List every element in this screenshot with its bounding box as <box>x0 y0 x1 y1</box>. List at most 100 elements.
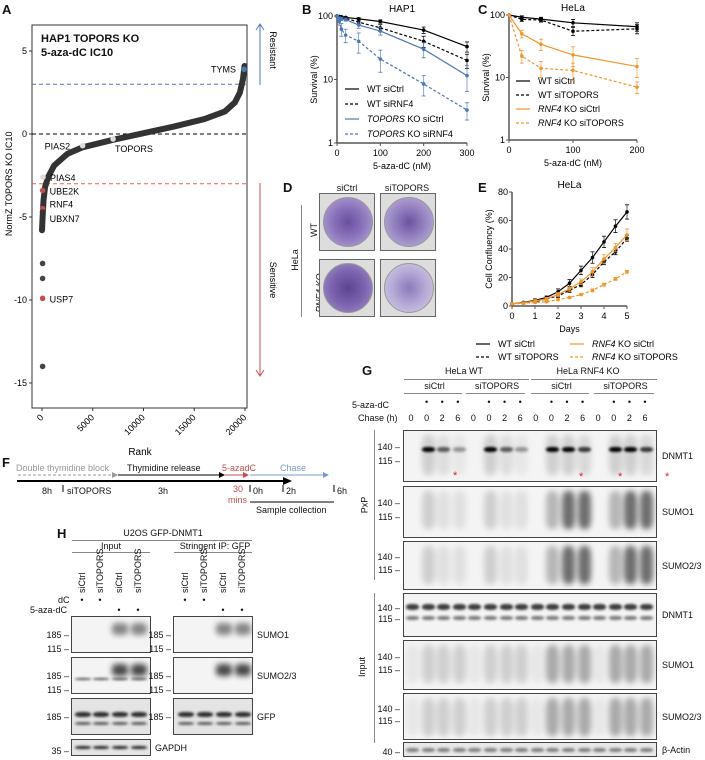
smear <box>452 435 466 475</box>
chart-c-legend-entry: RNF4 KO siCtrl <box>538 104 600 114</box>
gene-point-ubxn7 <box>39 209 46 215</box>
band <box>515 447 529 452</box>
panel-label-c: C <box>478 2 488 17</box>
g-row-chase: Chase (h) <box>358 413 398 423</box>
panel-label-g: G <box>362 363 373 378</box>
smear <box>608 546 622 584</box>
g-mw-marker: 115 – <box>378 456 400 467</box>
resistant-arrowhead <box>255 23 265 31</box>
h-blot-gfp-input <box>71 698 151 735</box>
h-section-ip: Stringent IP: GFP <box>179 541 251 551</box>
g-blot-label: β-Actin <box>662 744 691 755</box>
h-input-underline <box>72 552 150 553</box>
chart-c-data-point <box>520 17 524 22</box>
chart-c-y-axis-label: Survival (%) <box>481 53 491 102</box>
gene-point-pias2 <box>79 142 86 149</box>
h-aza-dot: • <box>117 605 121 615</box>
chart-a-title: HAP1 TOPORS KO 5-aza-dC IC10 <box>41 32 139 60</box>
chart-e-data-point <box>533 300 537 305</box>
g-row-aza: 5-aza-dC <box>352 400 390 410</box>
smear <box>216 664 232 676</box>
chart-c-x-tick-label: 0 <box>506 145 511 155</box>
smear <box>421 435 435 475</box>
step-5-azadc: 5-azadC <box>222 463 257 473</box>
band <box>624 616 638 620</box>
plate-rnf4ko-sictrl <box>319 259 375 317</box>
smear <box>499 645 513 683</box>
chart-c-data-point <box>635 85 639 89</box>
g-mw-marker: 115 – <box>378 512 400 523</box>
panel-label-f: F <box>2 455 10 470</box>
g-chase-value: 2 <box>564 413 570 423</box>
plate-wt-sictrl <box>319 193 375 251</box>
smear <box>624 491 638 529</box>
band <box>624 604 638 610</box>
chart-e-y-tick-label: 20 <box>498 273 508 283</box>
chart-b-x-tick-label: 200 <box>416 148 431 158</box>
smear <box>421 491 435 529</box>
duration-30: 30 <box>233 484 244 494</box>
smear <box>484 546 497 584</box>
h-blot-gapdh-input <box>71 739 151 756</box>
band <box>484 447 497 452</box>
g-mw-marker: 140 – <box>377 498 400 509</box>
chart-c-data-point <box>539 66 543 71</box>
g-blot-sumo23 <box>403 541 657 590</box>
h-lane-label: siCtrl <box>114 572 124 594</box>
chart-b-y-tick-label: 100 <box>318 11 333 21</box>
g-asterisk: * <box>453 470 458 482</box>
y-tick-label: 0 <box>22 129 27 139</box>
duration-3h: 3h <box>158 486 169 496</box>
smear <box>562 546 575 584</box>
smear <box>468 645 482 683</box>
g-mw-marker: 140 – <box>377 651 400 662</box>
g-aza-dot: • <box>549 397 553 407</box>
g-aza-dot: • <box>440 397 444 407</box>
gene-label-usp7: USP7 <box>50 294 74 304</box>
chart-b-y-tick-label: 1 <box>328 138 333 148</box>
band <box>75 746 91 749</box>
smear <box>530 698 544 736</box>
smear <box>640 435 653 475</box>
band <box>640 447 653 452</box>
band <box>178 712 194 717</box>
band <box>593 748 607 752</box>
gene-label-ubxn7: UBXN7 <box>50 214 80 224</box>
arrowhead <box>323 472 329 478</box>
smear <box>452 645 466 683</box>
chart-b-data-point <box>421 82 426 86</box>
band <box>75 722 91 725</box>
timepoint-2h: 2h <box>286 486 297 496</box>
band <box>546 616 560 620</box>
chart-e-legend-entry: RNF4 KO siCtrl <box>592 339 654 349</box>
chart-c-data-point <box>539 42 543 47</box>
h-section-input: Input <box>100 541 122 551</box>
g-aza-dot: • <box>581 397 585 407</box>
g-mw-marker: 115 – <box>378 614 400 625</box>
step-chase: Chase <box>280 463 307 473</box>
g-aza-dot: • <box>612 397 616 407</box>
y-tick-label: 5 <box>22 46 27 56</box>
timeline-axis-arrowhead <box>283 477 292 485</box>
band <box>515 616 529 620</box>
chart-c-data-point <box>571 21 575 25</box>
smear <box>499 546 513 584</box>
g-chase-value: 2 <box>502 413 508 423</box>
band <box>406 604 419 610</box>
chart-e-data-point <box>556 297 560 302</box>
outlier-point <box>39 275 46 282</box>
chart-c-data-point <box>635 64 639 69</box>
g-mw-marker: 115 – <box>378 716 400 727</box>
band <box>437 604 451 610</box>
chart-b-data-point <box>421 39 426 44</box>
band <box>421 748 435 752</box>
band <box>499 447 513 452</box>
band <box>577 604 591 610</box>
chart-e-data-point <box>613 224 618 228</box>
h-lane-label: siTOPORS <box>199 548 209 593</box>
chart-a-title-line1: HAP1 TOPORS KO <box>41 33 140 45</box>
h-lane-label: siTOPORS <box>133 548 143 593</box>
chart-e-legend-entry: WT siTOPORS <box>498 352 559 362</box>
band <box>437 748 451 752</box>
